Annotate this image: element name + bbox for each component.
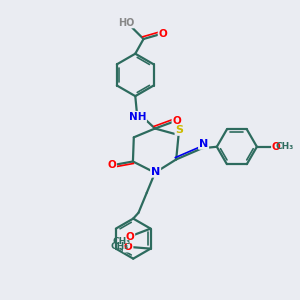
Text: O: O [107,160,116,170]
Text: O: O [124,242,133,252]
Text: HO: HO [118,17,134,28]
Text: O: O [126,232,134,242]
Text: CH₃: CH₃ [111,242,129,251]
Text: NH: NH [129,112,146,122]
Text: O: O [272,142,281,152]
Text: S: S [176,125,183,135]
Text: N: N [199,139,208,149]
Text: CH₃: CH₃ [275,142,294,151]
Text: O: O [172,116,181,126]
Text: N: N [151,167,160,177]
Text: CH₃: CH₃ [112,237,131,246]
Text: O: O [159,29,167,39]
